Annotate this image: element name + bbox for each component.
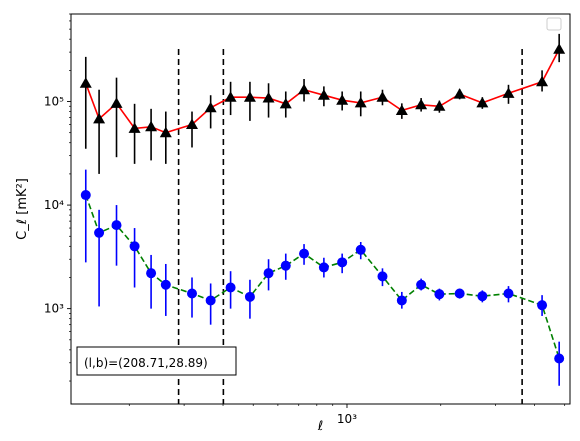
data-point-circle — [146, 268, 157, 279]
data-point-triangle — [317, 89, 330, 100]
data-point-triangle — [415, 98, 428, 110]
data-point-triangle — [395, 104, 408, 115]
data-point-circle — [477, 291, 488, 302]
data-point-circle — [554, 353, 565, 364]
data-point-circle — [111, 220, 122, 231]
data-point-circle — [244, 291, 255, 302]
data-point-circle — [205, 295, 216, 306]
plot-content — [79, 33, 566, 404]
data-point-triangle — [433, 100, 446, 111]
data-point-triangle — [536, 75, 549, 87]
data-point-triangle — [476, 96, 489, 108]
data-point-circle — [377, 271, 388, 282]
data-point-triangle — [159, 126, 172, 138]
data-point-triangle — [128, 122, 141, 133]
data-point-circle — [280, 260, 291, 271]
data-point-triangle — [243, 91, 256, 102]
data-point-circle — [129, 241, 140, 252]
data-point-triangle — [453, 88, 466, 99]
data-point-circle — [416, 279, 427, 290]
data-point-circle — [187, 288, 198, 299]
data-point-circle — [80, 190, 91, 201]
data-point-circle — [396, 295, 407, 306]
data-point-triangle — [110, 97, 123, 108]
y-tick-label: 10⁵ — [44, 95, 64, 109]
data-point-triangle — [553, 43, 566, 54]
data-point-triangle — [224, 91, 237, 102]
data-point-circle — [503, 288, 514, 299]
x-axis-label: ℓ — [317, 419, 323, 434]
data-point-circle — [537, 300, 548, 311]
data-point-triangle — [298, 83, 311, 95]
data-point-triangle — [186, 118, 199, 129]
data-point-circle — [434, 289, 445, 300]
series-line-2 — [85, 194, 560, 359]
data-point-circle — [318, 262, 329, 273]
data-point-circle — [355, 244, 366, 255]
data-point-circle — [337, 257, 348, 268]
data-point-circle — [299, 248, 310, 259]
plot-area — [79, 33, 566, 404]
data-point-triangle — [279, 97, 292, 109]
series-line-1 — [85, 48, 560, 134]
annotation-box: (l,b)=(208.71,28.89) — [76, 346, 237, 376]
legend-box — [546, 17, 562, 31]
data-point-circle — [263, 268, 274, 279]
data-point-triangle — [502, 87, 515, 98]
data-point-triangle — [262, 92, 275, 103]
data-point-triangle — [93, 112, 106, 124]
annotation-text: (l,b)=(208.71,28.89) — [84, 356, 208, 370]
data-point-triangle — [336, 94, 349, 105]
y-tick-label: 10³ — [44, 302, 64, 316]
x-tick-label: 10³ — [337, 412, 357, 426]
y-axis-label: C_ℓ [mK²] — [15, 178, 30, 240]
data-point-circle — [225, 282, 236, 293]
data-point-triangle — [79, 77, 92, 88]
data-point-triangle — [376, 91, 389, 102]
axes-frame — [70, 13, 571, 405]
data-point-circle — [454, 288, 465, 299]
y-tick-label: 10⁴ — [44, 198, 64, 212]
data-point-triangle — [145, 120, 158, 132]
data-point-circle — [94, 227, 105, 238]
data-point-circle — [160, 279, 171, 290]
data-point-triangle — [204, 101, 217, 113]
data-point-triangle — [354, 96, 367, 108]
